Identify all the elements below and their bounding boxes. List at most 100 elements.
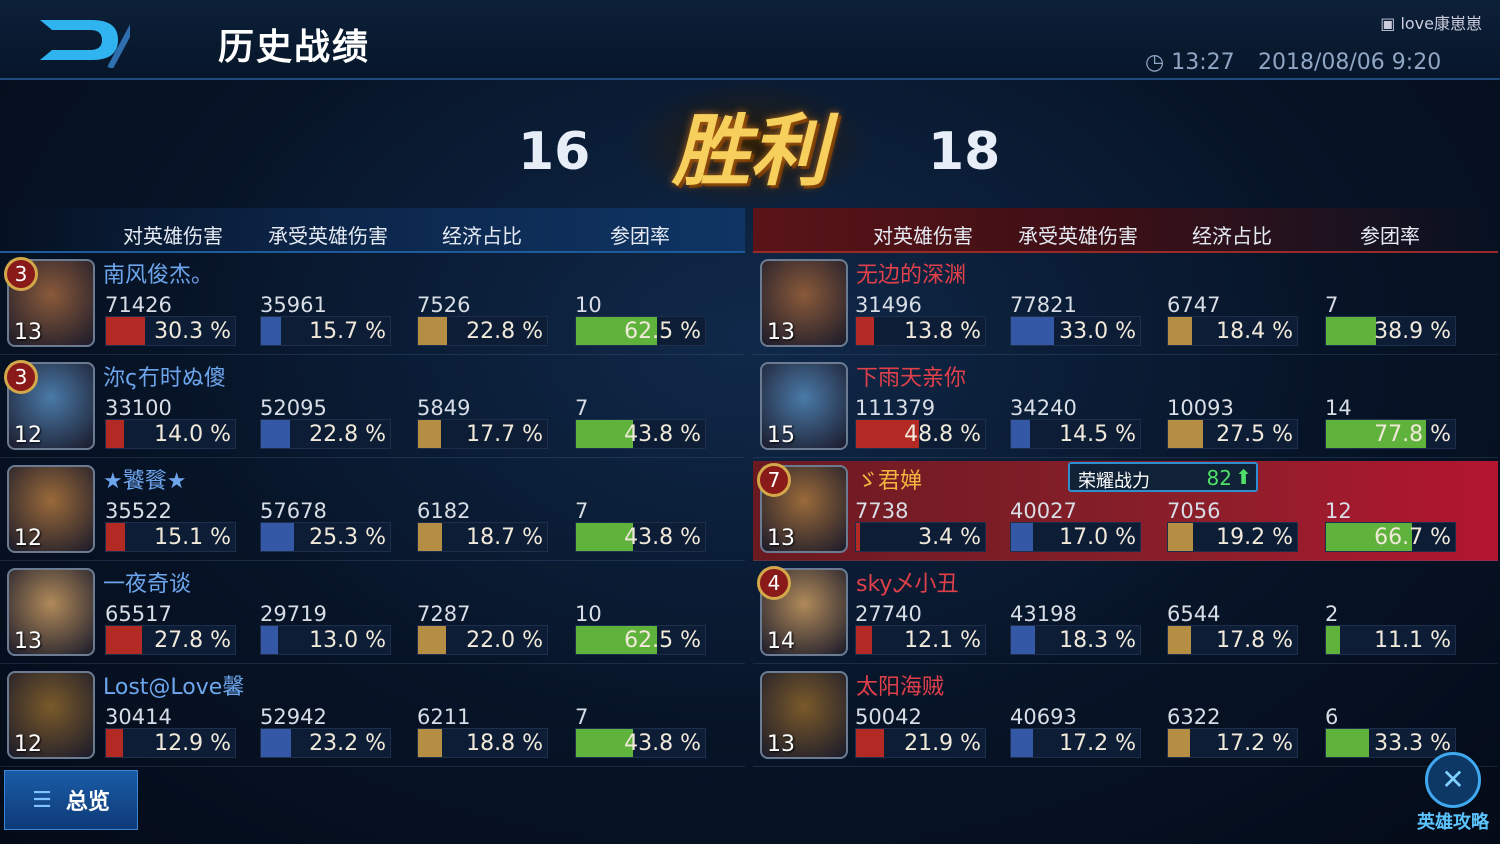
- row-divider: [0, 457, 745, 458]
- stat-taken-fill: [261, 523, 294, 551]
- player-name[interactable]: 下雨天亲你: [856, 366, 967, 391]
- stat-economy-fill: [1168, 317, 1192, 345]
- overview-button[interactable]: ☰ 总览: [4, 770, 138, 830]
- stat-damage-fill: [106, 626, 142, 654]
- stat-economy-percent: 27.5 %: [1216, 422, 1293, 447]
- row-divider: [753, 560, 1498, 561]
- stat-participation-bar: 77.8 %: [1325, 419, 1456, 449]
- stat-economy-fill: [1168, 523, 1193, 551]
- col-damage: 对英雄伤害: [873, 224, 973, 248]
- stat-economy-fill: [418, 626, 447, 654]
- hero-avatar[interactable]: 12: [7, 671, 95, 759]
- stat-taken-bar: 23.2 %: [260, 728, 391, 758]
- stat-participation-bar: 62.5 %: [575, 625, 706, 655]
- right-score: 18: [928, 122, 1001, 182]
- player-name[interactable]: 南风俊杰。: [103, 263, 214, 288]
- back-arrow-icon[interactable]: [30, 12, 130, 68]
- hero-avatar[interactable]: 12: [7, 465, 95, 553]
- player-name[interactable]: sky乄小丑: [856, 572, 959, 597]
- stat-economy-bar: 19.2 %: [1167, 522, 1298, 552]
- glory-label: 荣耀战力: [1078, 471, 1150, 492]
- stat-damage-percent: 14.0 %: [154, 422, 231, 447]
- player-row[interactable]: 13 3 南风俊杰。 71426 30.3 % 35961 15.7 % 7526 2…: [0, 255, 745, 355]
- mvp-badge: 3: [4, 360, 38, 394]
- stat-taken-percent: 13.0 %: [309, 628, 386, 653]
- stat-economy-value: 6544: [1167, 602, 1221, 626]
- stat-economy-percent: 17.7 %: [466, 422, 543, 447]
- player-name[interactable]: 一夜奇谈: [103, 572, 192, 597]
- stat-taken-bar: 17.0 %: [1010, 522, 1141, 552]
- row-divider: [0, 766, 745, 767]
- stat-damage-percent: 15.1 %: [154, 525, 231, 550]
- stat-participation-value: 10: [575, 602, 602, 626]
- player-row[interactable]: 12 Lost@Love馨 30414 12.9 % 52942 23.2 % 621…: [0, 667, 745, 767]
- stat-participation-fill: [576, 420, 633, 448]
- duration: ◷ 13:27: [1145, 50, 1235, 75]
- player-row[interactable]: 13 一夜奇谈 65517 27.8 % 29719 13.0 % 7287 22.0…: [0, 564, 745, 664]
- player-row[interactable]: 13 太阳海贼 50042 21.9 % 40693 17.2 % 6322 17.2…: [753, 667, 1498, 767]
- stat-economy-value: 6747: [1167, 293, 1221, 317]
- hero-level: 13: [14, 629, 42, 654]
- stat-taken-fill: [261, 626, 278, 654]
- row-divider: [0, 354, 745, 355]
- hero-guide-button[interactable]: ✕ 英雄攻略: [1408, 752, 1498, 834]
- player-row[interactable]: 13 无边的深渊 31496 13.8 % 77821 33.0 % 6747 18.…: [753, 255, 1498, 355]
- player-name[interactable]: 太阳海贼: [856, 675, 945, 700]
- hero-avatar[interactable]: 13: [760, 259, 848, 347]
- stat-taken-value: 52095: [260, 396, 327, 420]
- stat-damage-percent: 27.8 %: [154, 628, 231, 653]
- col-economy: 经济占比: [442, 224, 522, 248]
- stat-damage-value: 7738: [855, 499, 909, 523]
- player-name[interactable]: Lost@Love馨: [103, 675, 245, 700]
- stat-damage-fill: [106, 523, 126, 551]
- hero-level: 15: [767, 423, 795, 448]
- stat-taken-percent: 33.0 %: [1059, 319, 1136, 344]
- left-column-header: 对英雄伤害 承受英雄伤害 经济占比 参团率: [0, 208, 745, 253]
- stat-participation-fill: [576, 523, 633, 551]
- player-row[interactable]: 15 下雨天亲你 111379 48.8 % 34240 14.5 % 10093 2…: [753, 358, 1498, 458]
- stat-economy-value: 7526: [417, 293, 471, 317]
- col-taken: 承受英雄伤害: [268, 224, 388, 248]
- stat-economy-bar: 17.8 %: [1167, 625, 1298, 655]
- stat-economy-value: 7056: [1167, 499, 1221, 523]
- stat-economy-percent: 17.8 %: [1216, 628, 1293, 653]
- stat-economy-value: 6211: [417, 705, 471, 729]
- stat-participation-percent: 38.9 %: [1374, 319, 1451, 344]
- player-row[interactable]: 12 ★饕餮★ 35522 15.1 % 57678 25.3 % 6182 18.7…: [0, 461, 745, 561]
- stat-participation-fill: [1326, 729, 1369, 757]
- player-row[interactable]: 12 3 沵ς冇时ぬ傻 33100 14.0 % 52095 22.8 % 5849 …: [0, 358, 745, 458]
- stat-participation-value: 7: [575, 396, 589, 420]
- stat-damage-percent: 3.4 %: [918, 525, 981, 550]
- row-divider: [0, 560, 745, 561]
- player-name[interactable]: 沵ς冇时ぬ傻: [103, 366, 226, 391]
- hero-avatar[interactable]: 13: [7, 568, 95, 656]
- hero-avatar[interactable]: 13: [760, 671, 848, 759]
- stat-damage-bar: 12.9 %: [105, 728, 236, 758]
- player-name[interactable]: ★饕餮★: [103, 469, 187, 494]
- stat-taken-fill: [1011, 626, 1035, 654]
- stat-taken-bar: 18.3 %: [1010, 625, 1141, 655]
- row-divider: [753, 457, 1498, 458]
- stat-taken-percent: 15.7 %: [309, 319, 386, 344]
- player-name[interactable]: 无边的深渊: [856, 263, 967, 288]
- player-row[interactable]: 14 4 sky乄小丑 27740 12.1 % 43198 18.3 % 6544 …: [753, 564, 1498, 664]
- stat-taken-bar: 25.3 %: [260, 522, 391, 552]
- stat-economy-fill: [418, 523, 443, 551]
- stat-taken-fill: [1011, 523, 1033, 551]
- player-name[interactable]: ゞ君婵: [856, 469, 923, 494]
- hero-level: 14: [767, 629, 795, 654]
- stat-participation-bar: 66.7 %: [1325, 522, 1456, 552]
- match-datetime: 2018/08/06 9:20: [1258, 50, 1442, 75]
- stat-economy-fill: [418, 729, 443, 757]
- stat-damage-bar: 12.1 %: [855, 625, 986, 655]
- stat-participation-percent: 62.5 %: [624, 319, 701, 344]
- stat-taken-fill: [1011, 317, 1054, 345]
- stat-economy-percent: 18.8 %: [466, 731, 543, 756]
- stat-economy-percent: 22.8 %: [466, 319, 543, 344]
- stat-taken-percent: 17.2 %: [1059, 731, 1136, 756]
- hero-avatar[interactable]: 15: [760, 362, 848, 450]
- stat-participation-value: 7: [575, 499, 589, 523]
- stat-participation-percent: 11.1 %: [1374, 628, 1451, 653]
- stat-damage-value: 31496: [855, 293, 922, 317]
- up-arrow-icon: ⬆: [1235, 465, 1252, 489]
